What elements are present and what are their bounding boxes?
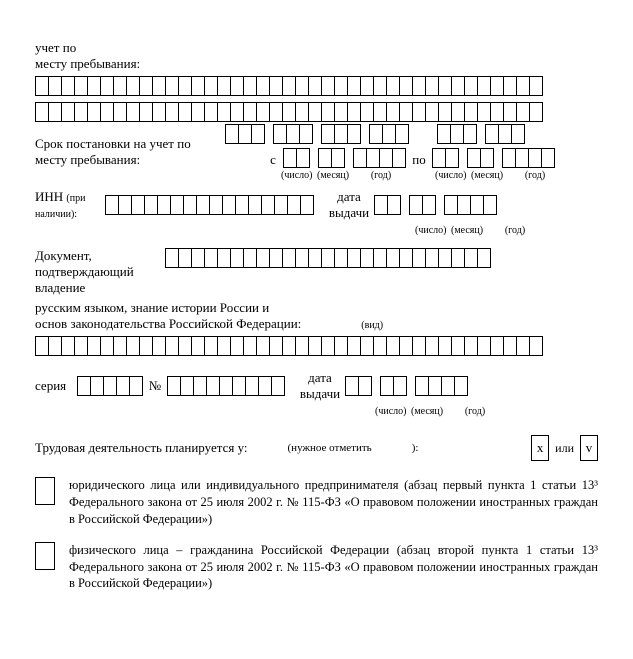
to-day[interactable] [432, 148, 459, 168]
period-top-c[interactable] [321, 124, 361, 144]
no-boxes[interactable] [167, 376, 285, 396]
stay-label-2: месту пребывания: [35, 56, 598, 72]
inn-month[interactable] [409, 195, 436, 215]
period-to: по [406, 152, 432, 168]
mark-v[interactable]: v [580, 435, 598, 461]
cap-from-year: (год) [353, 170, 409, 181]
doc2-day[interactable] [345, 376, 372, 396]
to-year[interactable] [502, 148, 555, 168]
cap-d2-mon: (месяц) [411, 406, 439, 417]
inn-date-l1: дата [324, 189, 374, 205]
period-from: с [267, 152, 279, 168]
to-month[interactable] [467, 148, 494, 168]
doc-row-2[interactable] [35, 336, 598, 356]
stay-row-1[interactable] [35, 76, 598, 96]
cap-from-day: (число) [281, 170, 309, 181]
option-2-text: физического лица – гражданина Российской… [69, 542, 598, 593]
period-top-d[interactable] [369, 124, 409, 144]
period-top-a[interactable] [225, 124, 265, 144]
doc-l1: Документ, [35, 248, 165, 264]
work-mark: (нужное отметить [288, 442, 372, 454]
work-ili: или [555, 441, 574, 456]
cap-to-mon: (месяц) [471, 170, 499, 181]
doc2-month[interactable] [380, 376, 407, 396]
option-1-checkbox[interactable] [35, 477, 55, 505]
doc-l2: подтверждающий [35, 264, 165, 280]
seria-label: серия [35, 378, 77, 394]
period-top-b[interactable] [273, 124, 313, 144]
doc-row-1[interactable] [165, 248, 491, 268]
work-close: ): [412, 442, 419, 454]
cap-inn-mon: (месяц) [451, 225, 479, 236]
mark-x[interactable]: x [531, 435, 549, 461]
cap-to-year: (год) [507, 170, 563, 181]
doc-l3: владение [35, 280, 165, 296]
seria-boxes[interactable] [77, 376, 143, 396]
stay-label-1: учет по [35, 40, 598, 56]
inn-label: ИНН [35, 189, 63, 204]
stay-row-2[interactable] [35, 102, 598, 122]
doc2-year[interactable] [415, 376, 468, 396]
option-1-text: юридического лица или индивидуального пр… [69, 477, 598, 528]
cap-inn-day: (число) [415, 225, 443, 236]
inn-date-l2: выдачи [324, 205, 374, 221]
inn-boxes[interactable] [105, 195, 314, 215]
no-label: № [143, 378, 167, 394]
doc-l5: основ законодательства Российской Федера… [35, 316, 301, 332]
work-label: Трудовая деятельность планируется у: [35, 440, 248, 456]
cap-d2-year: (год) [447, 406, 503, 417]
doc2-date-l2: выдачи [295, 386, 345, 402]
cap-from-mon: (месяц) [317, 170, 345, 181]
period-top-e[interactable] [437, 124, 477, 144]
from-month[interactable] [318, 148, 345, 168]
option-2-checkbox[interactable] [35, 542, 55, 570]
from-year[interactable] [353, 148, 406, 168]
doc-l4: русским языком, знание истории России и [35, 300, 598, 316]
inn-year[interactable] [444, 195, 497, 215]
inn-day[interactable] [374, 195, 401, 215]
period-top-f[interactable] [485, 124, 525, 144]
cap-to-day: (число) [435, 170, 463, 181]
doc2-date-l1: дата [295, 370, 345, 386]
from-day[interactable] [283, 148, 310, 168]
cap-d2-day: (число) [375, 406, 403, 417]
doc-vid: (вид) [361, 320, 383, 331]
inn-paren1: (при [66, 193, 85, 204]
inn-paren2: наличии): [35, 209, 77, 220]
period-label-2: месту пребывания: [35, 152, 225, 168]
cap-inn-year: (год) [487, 225, 543, 236]
